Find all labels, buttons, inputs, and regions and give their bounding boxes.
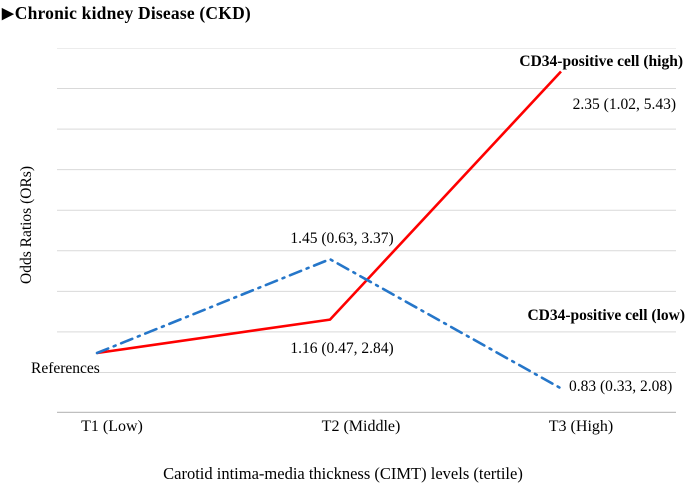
series-line-high — [96, 70, 562, 355]
chart-canvas — [57, 48, 676, 413]
x-tick-t1: T1 (Low) — [81, 418, 143, 435]
value-label-high-t2: 1.16 (0.47, 2.84) — [290, 340, 394, 357]
x-tick-t2: T2 (Middle) — [321, 418, 401, 435]
value-label-low-t2: 1.45 (0.63, 3.37) — [290, 230, 394, 247]
figure-title: ▶Chronic kidney Disease (CKD) — [2, 3, 251, 24]
value-label-high-t3: 2.35 (1.02, 5.43) — [572, 96, 676, 113]
reference-point-label: References — [31, 360, 100, 377]
x-tick-t3: T3 (High) — [548, 418, 614, 435]
figure-title-text: Chronic kidney Disease (CKD) — [14, 3, 251, 23]
series-line-low — [95, 257, 563, 390]
value-label-low-t3: 0.83 (0.33, 2.08) — [569, 378, 673, 395]
x-axis-title: Carotid intima-media thickness (CIMT) le… — [163, 464, 523, 483]
series-label-high: CD34-positive cell (high) — [519, 53, 683, 70]
title-bullet-icon: ▶ — [2, 6, 14, 22]
y-axis-title: Odds Ratios (ORs) — [18, 166, 35, 284]
plot-area — [57, 48, 676, 413]
series-label-low: CD34-positive cell (low) — [527, 307, 685, 324]
